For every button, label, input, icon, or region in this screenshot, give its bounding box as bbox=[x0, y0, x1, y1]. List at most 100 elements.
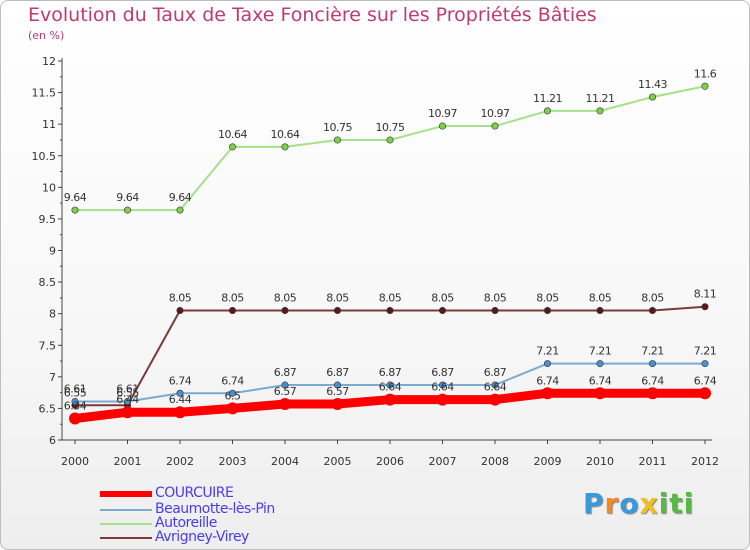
x-tick-label: 2002 bbox=[166, 455, 194, 468]
data-label: 10.97 bbox=[481, 107, 510, 120]
data-point bbox=[699, 387, 711, 400]
logo-letter: o bbox=[619, 487, 640, 520]
data-point bbox=[71, 206, 79, 214]
data-label: 6.87 bbox=[326, 366, 349, 379]
data-point bbox=[594, 387, 606, 400]
data-label: 6.87 bbox=[484, 366, 507, 379]
chart-title: Evolution du Taux de Taxe Foncière sur l… bbox=[28, 4, 597, 26]
data-point bbox=[438, 122, 446, 130]
data-point bbox=[331, 397, 344, 410]
data-label: 6.74 bbox=[694, 374, 717, 387]
data-point bbox=[281, 381, 289, 389]
y-tick-label: 11.5 bbox=[32, 87, 57, 100]
data-label: 8.05 bbox=[379, 292, 402, 305]
y-tick-label: 10 bbox=[42, 181, 56, 194]
logo-letter: r bbox=[604, 487, 620, 520]
y-tick-label: 12 bbox=[42, 55, 56, 68]
data-label: 11.43 bbox=[638, 78, 667, 91]
data-point bbox=[701, 82, 709, 90]
data-label: 6.34 bbox=[64, 400, 87, 413]
x-tick-label: 2011 bbox=[639, 455, 667, 468]
data-point bbox=[701, 303, 709, 311]
data-label: 6.5 bbox=[225, 389, 241, 402]
data-label: 6.87 bbox=[431, 366, 454, 379]
y-tick-label: 8.5 bbox=[39, 276, 57, 289]
data-point bbox=[543, 360, 551, 368]
data-point bbox=[174, 406, 186, 419]
data-label: 9.64 bbox=[169, 191, 192, 204]
y-tick-label: 6 bbox=[49, 434, 56, 447]
data-label: 6.64 bbox=[379, 381, 402, 394]
unit-label: (en %) bbox=[28, 29, 65, 42]
logo-letter: P bbox=[583, 487, 605, 520]
data-point bbox=[543, 307, 551, 315]
y-tick-label: 9.5 bbox=[39, 213, 57, 226]
data-point bbox=[386, 381, 394, 389]
data-label: 9.64 bbox=[64, 191, 87, 204]
y-tick-label: 7 bbox=[49, 371, 56, 384]
data-point bbox=[121, 406, 134, 419]
data-point bbox=[596, 360, 604, 368]
data-point bbox=[229, 389, 237, 397]
data-point bbox=[648, 360, 656, 368]
data-label: 10.64 bbox=[218, 128, 247, 141]
data-label: 8.05 bbox=[431, 292, 454, 305]
data-label: 8.05 bbox=[589, 292, 612, 305]
x-tick-label: 2001 bbox=[114, 455, 142, 468]
x-tick-label: 2000 bbox=[61, 455, 89, 468]
data-point bbox=[229, 143, 237, 151]
logo-letter: i bbox=[683, 487, 695, 520]
data-label: 10.64 bbox=[271, 128, 300, 141]
y-tick-label: 6.5 bbox=[39, 402, 57, 415]
y-tick-label: 11 bbox=[42, 118, 56, 131]
data-label: 11.21 bbox=[586, 92, 615, 105]
data-point bbox=[541, 387, 554, 400]
data-point bbox=[491, 381, 499, 389]
y-tick-label: 8 bbox=[49, 308, 56, 321]
data-point bbox=[176, 206, 184, 214]
x-tick-label: 2006 bbox=[376, 455, 404, 468]
legend-swatch bbox=[100, 523, 152, 525]
data-point bbox=[438, 381, 446, 389]
data-point bbox=[648, 307, 656, 315]
data-label: 9.64 bbox=[116, 191, 139, 204]
data-point bbox=[281, 143, 289, 151]
data-label: 6.61 bbox=[116, 382, 139, 395]
data-label: 6.55 bbox=[116, 386, 139, 399]
legend-swatch bbox=[100, 491, 152, 497]
data-point bbox=[386, 307, 394, 315]
legend-swatch bbox=[100, 509, 152, 511]
logo-letter: i bbox=[658, 487, 670, 520]
data-label: 10.97 bbox=[428, 107, 457, 120]
data-label: 6.74 bbox=[589, 374, 612, 387]
data-label: 6.64 bbox=[484, 381, 507, 394]
x-tick-label: 2009 bbox=[534, 455, 562, 468]
data-label: 8.05 bbox=[274, 292, 297, 305]
data-point bbox=[226, 402, 239, 415]
data-point bbox=[281, 307, 289, 315]
legend-label: Autoreille bbox=[155, 515, 217, 531]
data-label: 6.44 bbox=[116, 393, 139, 406]
data-point bbox=[491, 122, 499, 130]
y-tick-label: 9 bbox=[49, 245, 56, 258]
logo-letter: t bbox=[669, 487, 684, 520]
data-point bbox=[333, 136, 341, 144]
data-label: 10.75 bbox=[376, 121, 405, 134]
data-label: 8.05 bbox=[169, 292, 192, 305]
data-label: 6.61 bbox=[64, 382, 87, 395]
data-point bbox=[333, 381, 341, 389]
y-tick-label: 10.5 bbox=[32, 150, 57, 163]
x-tick-label: 2007 bbox=[429, 455, 457, 468]
data-label: 8.05 bbox=[326, 292, 349, 305]
data-point bbox=[438, 307, 446, 315]
x-tick-label: 2010 bbox=[586, 455, 614, 468]
data-point bbox=[176, 389, 184, 397]
data-label: 8.05 bbox=[536, 292, 559, 305]
data-label: 6.55 bbox=[64, 386, 87, 399]
data-point bbox=[648, 93, 656, 101]
data-point bbox=[646, 387, 659, 400]
x-tick-label: 2008 bbox=[481, 455, 509, 468]
legend-swatch bbox=[100, 537, 152, 539]
